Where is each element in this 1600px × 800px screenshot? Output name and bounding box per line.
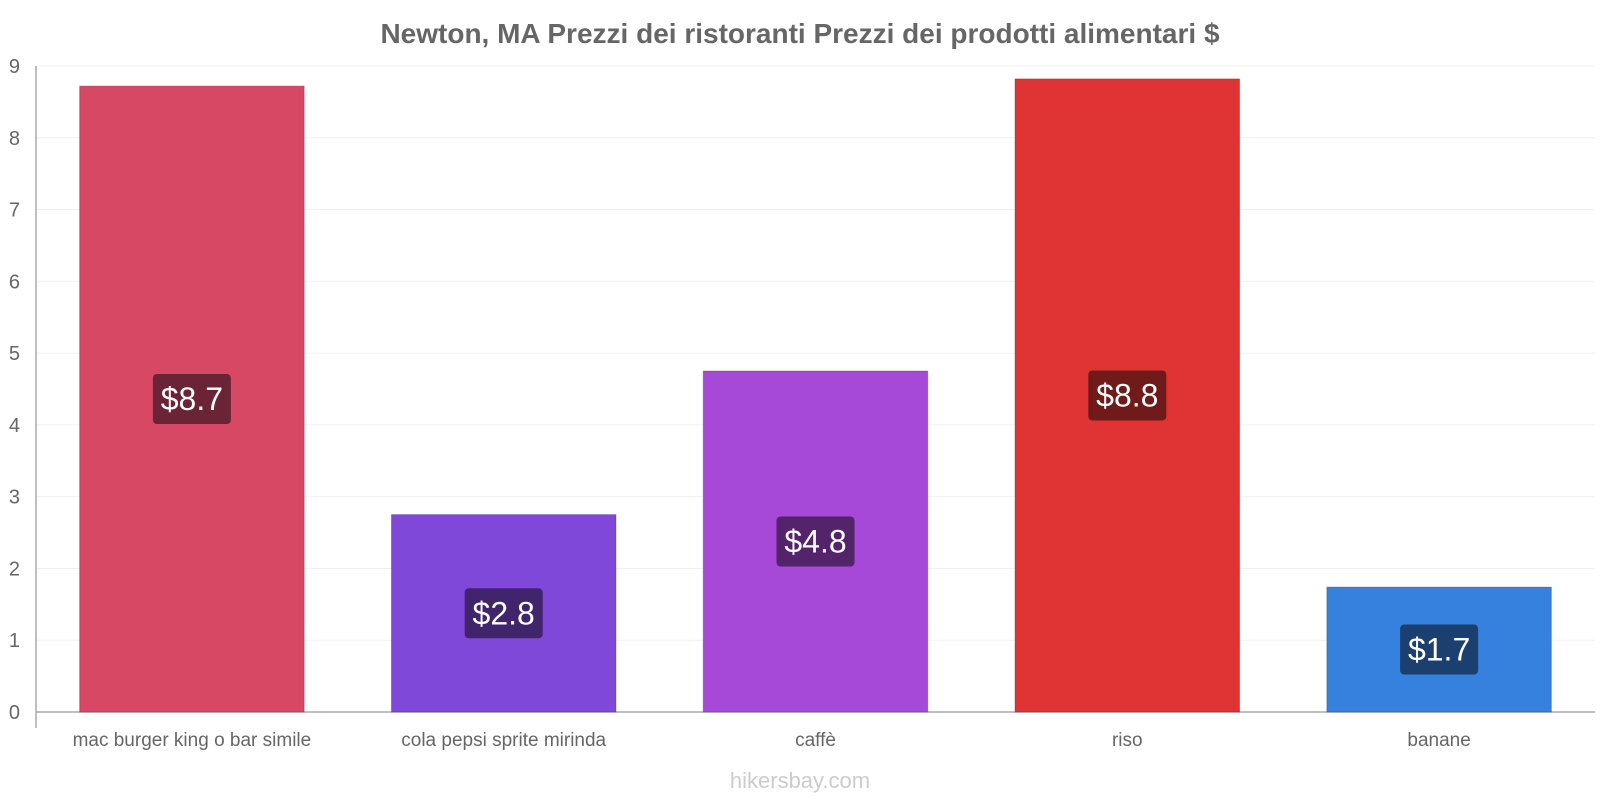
data-label-box-4 [1400, 624, 1479, 675]
y-tick-label: 5 [9, 343, 20, 365]
y-tick-label: 3 [9, 487, 20, 509]
data-label-box-2 [776, 516, 855, 567]
data-label-box-0 [152, 374, 231, 425]
x-axis-ticks: mac burger king o bar simile cola pepsi s… [73, 730, 1471, 751]
x-tick-label-2: caffè [795, 730, 836, 751]
y-tick-label: 7 [9, 200, 20, 222]
y-tick-label: 9 [9, 56, 20, 78]
x-tick-label-3: riso [1112, 730, 1143, 751]
data-label-4: $1.7 [1408, 632, 1470, 668]
y-tick-label: 8 [9, 128, 20, 150]
data-label-2: $4.8 [784, 524, 846, 560]
y-axis-ticks: 0 1 2 3 4 5 6 7 8 9 [9, 56, 20, 724]
y-tick-label: 1 [9, 630, 20, 652]
y-tick-label: 4 [9, 415, 20, 437]
x-tick-label-4: banane [1407, 730, 1470, 751]
x-tick-label-0: mac burger king o bar simile [73, 730, 312, 751]
watermark: hikersbay.com [730, 768, 870, 793]
y-tick-label: 6 [9, 271, 20, 293]
data-label-box-1 [464, 588, 543, 639]
data-label-1: $2.8 [473, 595, 535, 631]
bars: $8.7 $2.8 $4.8 $8.8 $1.7 [79, 78, 1552, 713]
data-label-3: $8.8 [1096, 377, 1158, 413]
y-tick-label: 2 [9, 558, 20, 580]
data-label-box-3 [1088, 370, 1167, 421]
x-tick-label-1: cola pepsi sprite mirinda [401, 730, 606, 751]
chart-title: Newton, MA Prezzi dei ristoranti Prezzi … [380, 18, 1220, 49]
y-tick-label: 0 [9, 702, 20, 724]
data-label-0: $8.7 [161, 381, 223, 417]
